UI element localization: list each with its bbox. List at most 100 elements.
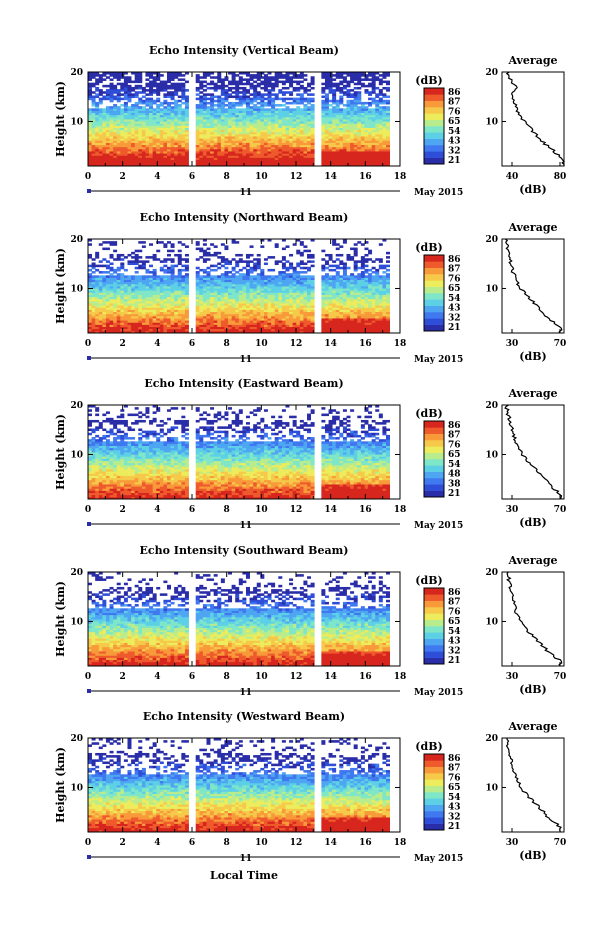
heatmap-cell bbox=[263, 140, 268, 143]
heatmap-cell bbox=[245, 127, 250, 131]
heatmap-cell bbox=[238, 76, 243, 79]
heatmap-cell bbox=[278, 157, 283, 160]
heatmap-cell bbox=[324, 151, 329, 154]
heatmap-cell bbox=[159, 151, 164, 154]
heatmap-cell bbox=[120, 159, 125, 163]
heatmap-cell bbox=[210, 157, 215, 160]
heatmap-cell bbox=[299, 84, 304, 88]
heatmap-cell bbox=[263, 157, 268, 160]
heatmap-cell bbox=[346, 161, 351, 165]
heatmap-cell bbox=[159, 159, 164, 163]
heatmap-cell bbox=[116, 136, 121, 139]
heatmap-cell bbox=[166, 133, 171, 137]
heatmap-cell bbox=[271, 136, 276, 139]
heatmap-cell bbox=[141, 151, 146, 154]
heatmap-cell bbox=[364, 131, 369, 135]
heatmap-cell bbox=[195, 144, 200, 148]
heatmap-cell bbox=[220, 78, 225, 81]
heatmap-cell bbox=[342, 148, 347, 152]
heatmap-cell bbox=[202, 80, 207, 84]
heatmap-cell bbox=[310, 163, 315, 167]
heatmap-cell bbox=[235, 74, 240, 77]
heatmap-cell bbox=[120, 157, 125, 160]
heatmap-cell bbox=[177, 146, 182, 150]
heatmap-cell bbox=[105, 89, 110, 92]
heatmap-cell bbox=[145, 108, 150, 111]
heatmap-cell bbox=[152, 144, 157, 148]
heatmap-cell bbox=[231, 101, 236, 105]
heatmap-cell bbox=[181, 78, 186, 81]
heatmap-cell bbox=[242, 78, 247, 81]
heatmap-cell bbox=[91, 108, 96, 111]
heatmap-cell bbox=[138, 84, 143, 88]
heatmap-cell bbox=[346, 155, 351, 158]
heatmap-cell bbox=[138, 144, 143, 148]
heatmap-cell bbox=[360, 153, 365, 156]
heatmap-cell bbox=[149, 131, 154, 135]
heatmap-cell bbox=[353, 86, 358, 90]
heatmap-cell bbox=[307, 159, 312, 163]
heatmap-cell bbox=[217, 151, 222, 154]
heatmap-cell bbox=[105, 76, 110, 79]
heatmap-cell bbox=[242, 148, 247, 152]
heatmap-cell bbox=[166, 91, 171, 94]
heatmap-cell bbox=[242, 108, 247, 111]
heatmap-cell bbox=[299, 108, 304, 111]
colorbar-swatch bbox=[424, 100, 444, 108]
heatmap-cell bbox=[353, 140, 358, 143]
heatmap-cell bbox=[353, 133, 358, 137]
heatmap-cell bbox=[199, 146, 204, 150]
heatmap-cell bbox=[260, 136, 265, 139]
heatmap-cell bbox=[364, 138, 369, 141]
heatmap-cell bbox=[102, 84, 107, 88]
heatmap-cell bbox=[364, 84, 369, 88]
heatmap-cell bbox=[256, 129, 261, 133]
heatmap-cell bbox=[109, 106, 114, 109]
heatmap-cell bbox=[152, 159, 157, 163]
heatmap-cell bbox=[91, 155, 96, 158]
heatmap-cell bbox=[113, 84, 118, 88]
heatmap-cell bbox=[195, 140, 200, 143]
heatmap-cell bbox=[113, 104, 118, 107]
heatmap-cell bbox=[285, 138, 290, 141]
heatmap-cell bbox=[98, 163, 103, 167]
heatmap-cell bbox=[271, 161, 276, 165]
heatmap-cell bbox=[256, 127, 261, 131]
heatmap-cell bbox=[368, 151, 373, 154]
heatmap-cell bbox=[149, 140, 154, 143]
heatmap-cell bbox=[332, 82, 337, 86]
heatmap-cell bbox=[163, 133, 168, 137]
heatmap-cell bbox=[95, 140, 100, 143]
heatmap-cell bbox=[228, 151, 233, 154]
panel-1: Echo Intensity (Northward Beam)0 2 4 6 8 10 12… bbox=[54, 211, 566, 365]
heatmap-cell bbox=[267, 108, 272, 111]
heatmap-cell bbox=[131, 86, 136, 90]
heatmap-cell bbox=[91, 157, 96, 160]
heatmap-cell bbox=[350, 161, 355, 165]
heatmap-cell bbox=[371, 155, 376, 158]
heatmap-cell bbox=[116, 129, 121, 133]
heatmap-cell bbox=[274, 163, 279, 167]
heatmap-cell bbox=[382, 148, 387, 152]
heatmap-cell bbox=[127, 146, 132, 150]
heatmap-cell bbox=[342, 129, 347, 133]
heatmap-cell bbox=[195, 155, 200, 158]
heatmap-cell bbox=[88, 136, 92, 139]
colorbar-unit-label: (dB) bbox=[415, 74, 442, 87]
heatmap-cell bbox=[213, 155, 218, 158]
heatmap-cell bbox=[360, 138, 365, 141]
heatmap-cell bbox=[310, 131, 315, 135]
heatmap-cell bbox=[156, 157, 161, 160]
heatmap-cell bbox=[307, 155, 312, 158]
heatmap-cell bbox=[184, 146, 189, 150]
heatmap-cell bbox=[364, 153, 369, 156]
heatmap-cell bbox=[177, 142, 182, 146]
heatmap-cell bbox=[289, 138, 294, 141]
heatmap-cell bbox=[335, 146, 340, 150]
heatmap-cell bbox=[181, 159, 186, 163]
heatmap-cell bbox=[353, 159, 358, 163]
heatmap-cell bbox=[292, 163, 297, 167]
heatmap-cell bbox=[156, 148, 161, 152]
heatmap-cell bbox=[299, 148, 304, 152]
heatmap-cell bbox=[231, 157, 236, 160]
